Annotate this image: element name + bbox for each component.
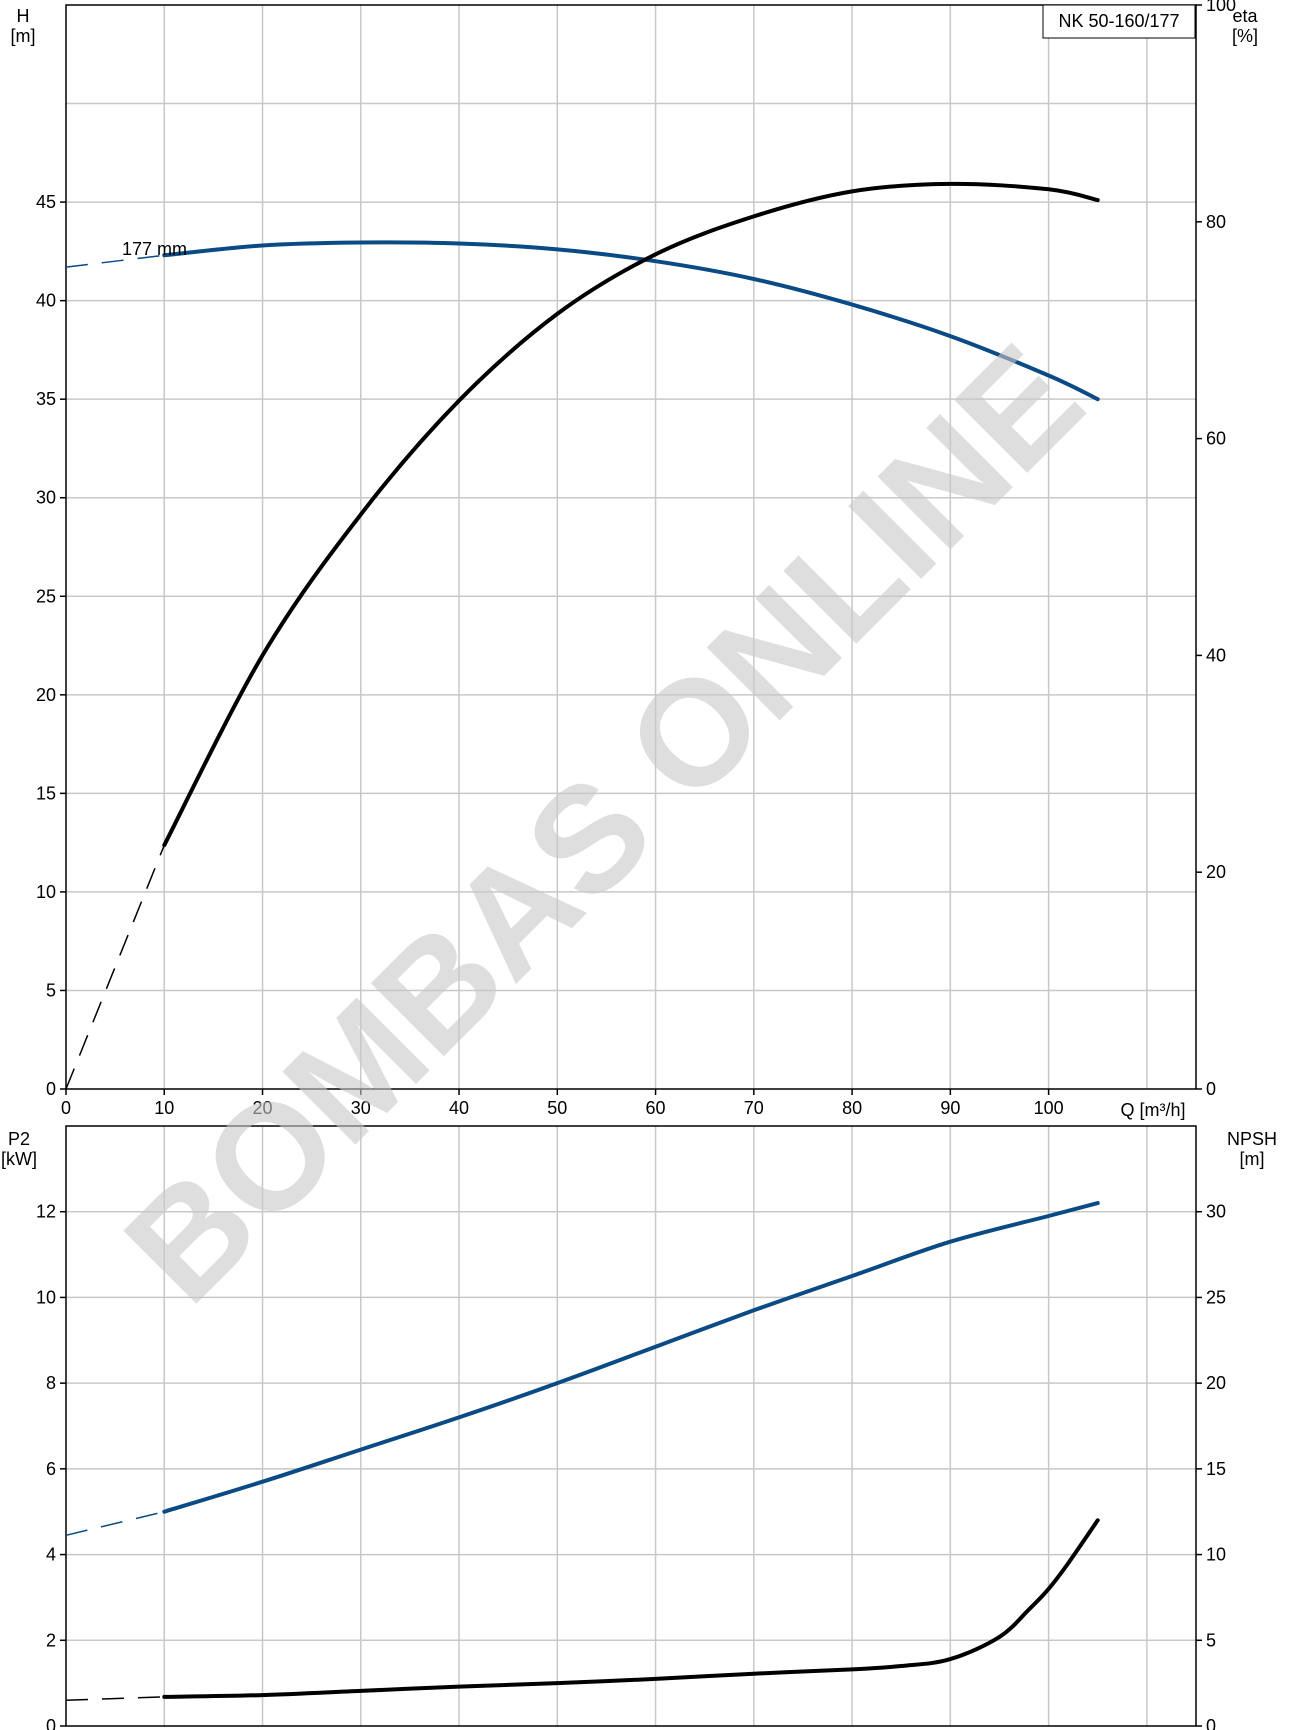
top-left-tick-label: 0 <box>46 1079 56 1099</box>
top-right-axis-unit: [%] <box>1232 26 1258 46</box>
top-right-tick-label: 60 <box>1206 429 1226 449</box>
bottom-right-tick-label: 15 <box>1206 1459 1226 1479</box>
x-tick-label: 40 <box>449 1098 469 1118</box>
top-right-tick-label: 100 <box>1206 0 1236 15</box>
top-series-0-extrapolation <box>65 254 165 268</box>
bottom-series-0-extrapolation <box>65 1510 165 1537</box>
bottom-series <box>65 1201 1100 1702</box>
top-left-tick-label: 20 <box>36 685 56 705</box>
bottom-ticks: 0 2 4 6 8 10 12 0 5 10 15 20 25 30 <box>36 1202 1226 1730</box>
bottom-right-axis-name: NPSH <box>1227 1129 1277 1149</box>
bottom-right-tick-label: 10 <box>1206 1545 1226 1565</box>
x-axis-label: Q [m³/h] <box>1120 1100 1185 1120</box>
bottom-right-tick-label: 5 <box>1206 1630 1216 1650</box>
top-right-tick-label: 80 <box>1206 212 1226 232</box>
bottom-right-tick-label: 0 <box>1206 1716 1216 1730</box>
top-plot-frame <box>65 4 1197 1090</box>
top-right-tick-label: 20 <box>1206 862 1226 882</box>
top-left-tick-label: 40 <box>36 291 56 311</box>
top-left-tick-label: 30 <box>36 488 56 508</box>
top-left-tick-label: 25 <box>36 586 56 606</box>
bottom-series-1-extrapolation <box>65 1696 165 1702</box>
bottom-left-tick-label: 10 <box>36 1287 56 1307</box>
top-ticks: 0 5 10 15 20 25 30 35 40 45 0 20 40 60 80 100 0 10 20 30 40 5… <box>36 0 1236 1118</box>
bottom-right-axis-unit: [m] <box>1240 1149 1265 1169</box>
top-series <box>65 181 1100 1090</box>
bottom-left-axis-name: P2 <box>8 1129 30 1149</box>
x-tick-label: 30 <box>351 1098 371 1118</box>
bottom-right-tick-label: 20 <box>1206 1373 1226 1393</box>
top-right-axis-name: eta <box>1232 6 1258 26</box>
title-box <box>1042 4 1196 39</box>
bottom-gridlines <box>66 1126 1196 1726</box>
impeller-diameter-label: 177 mm <box>122 239 187 259</box>
bottom-left-tick-label: 4 <box>46 1545 56 1565</box>
bottom-series-1-line <box>162 1518 1100 1699</box>
top-left-tick-label: 35 <box>36 389 56 409</box>
top-left-tick-label: 45 <box>36 192 56 212</box>
top-left-tick-label: 5 <box>46 980 56 1000</box>
bottom-left-tick-label: 8 <box>46 1373 56 1393</box>
bottom-left-tick-label: 2 <box>46 1630 56 1650</box>
bottom-left-tick-label: 0 <box>46 1716 56 1730</box>
top-left-axis-unit: [m] <box>11 26 36 46</box>
top-right-tick-label: 40 <box>1206 645 1226 665</box>
top-left-axis-name: H <box>17 6 30 26</box>
x-tick-label: 50 <box>547 1098 567 1118</box>
x-tick-label: 100 <box>1034 1098 1064 1118</box>
x-tick-label: 80 <box>842 1098 862 1118</box>
x-tick-label: 70 <box>744 1098 764 1118</box>
x-tick-label: 0 <box>61 1098 71 1118</box>
top-series-1-line <box>162 181 1100 848</box>
x-tick-label: 60 <box>646 1098 666 1118</box>
top-right-tick-label: 0 <box>1206 1079 1216 1099</box>
bottom-left-tick-label: 12 <box>36 1202 56 1222</box>
top-series-1-extrapolation <box>65 844 165 1090</box>
top-gridlines <box>66 5 1196 1089</box>
bottom-left-tick-label: 6 <box>46 1459 56 1479</box>
chart-title: NK 50-160/177 <box>1058 11 1179 31</box>
bottom-right-tick-label: 25 <box>1206 1287 1226 1307</box>
x-tick-label: 20 <box>253 1098 273 1118</box>
bottom-right-tick-label: 30 <box>1206 1202 1226 1222</box>
bottom-plot-frame <box>65 1125 1197 1727</box>
watermark: BOMBAS ONLINE <box>93 313 1113 1333</box>
bottom-series-0-line <box>162 1201 1100 1514</box>
x-tick-label: 90 <box>940 1098 960 1118</box>
top-left-tick-label: 10 <box>36 882 56 902</box>
x-tick-label: 10 <box>154 1098 174 1118</box>
bottom-left-axis-unit: [kW] <box>1 1149 37 1169</box>
top-left-tick-label: 15 <box>36 783 56 803</box>
top-series-0-line <box>162 240 1100 402</box>
